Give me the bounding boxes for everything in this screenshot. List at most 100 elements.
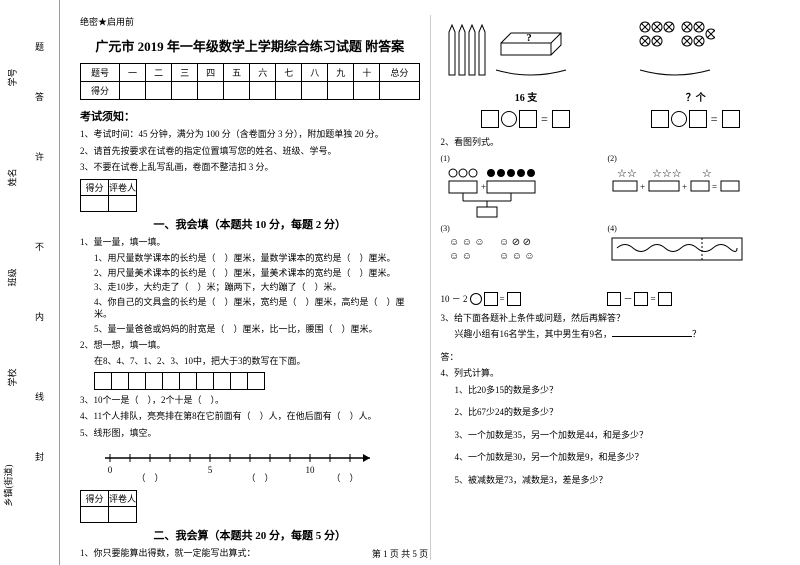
- eq-box[interactable]: [689, 110, 707, 128]
- gt1-h1: 评卷人: [109, 179, 137, 195]
- box-cell[interactable]: [213, 372, 231, 390]
- minus-sign: －: [623, 292, 632, 305]
- sv-11[interactable]: [380, 82, 419, 100]
- r-q3: 3、给下面各题补上条件或问题，然后再解答？: [441, 312, 781, 326]
- r-q4-1: 1、比20多15的数是多少？: [455, 384, 781, 397]
- page-footer: 第 1 页 共 5 页: [0, 547, 800, 560]
- sv-8[interactable]: [302, 82, 328, 100]
- p1-q1s2: 2、用尺量美术课本的长约是（ ）厘米，量美术课本的宽约是（ ）厘米。: [94, 267, 420, 280]
- binding-margin: 乡镇(街道) 学校 班级 姓名 学号 封 线 内 不 许 答 题: [0, 0, 60, 565]
- eq-box[interactable]: [519, 110, 537, 128]
- box-cell[interactable]: [145, 372, 163, 390]
- sm-box[interactable]: [484, 292, 498, 306]
- eq-op[interactable]: [671, 111, 687, 127]
- p1-q1s1: 1、用尺量数学课本的长约是（ ）厘米，量数学课本的宽约是（ ）厘米。: [94, 252, 420, 265]
- label-16: 16 支: [515, 89, 538, 104]
- gt1-v0[interactable]: [81, 195, 109, 211]
- numline-svg: 0 5 10 （ ） （ ） （ ）: [100, 448, 380, 483]
- bind-lbl-0: 乡镇(街道): [2, 465, 15, 507]
- gt2-v0[interactable]: [81, 507, 109, 523]
- bind-lbl-1: 学校: [6, 368, 19, 386]
- notice-3: 3、不要在试卷上乱写乱画，卷面不整洁扣 3 分。: [80, 161, 420, 175]
- bind-lbl-3: 姓名: [6, 168, 19, 186]
- score-value-row: 得分: [81, 82, 420, 100]
- sh-8: 八: [302, 64, 328, 82]
- sm-box[interactable]: [507, 292, 521, 306]
- eraser-fig: ?: [491, 25, 636, 83]
- sv-2[interactable]: [146, 82, 172, 100]
- box-cell[interactable]: [196, 372, 214, 390]
- bracket-icon: [491, 68, 571, 80]
- eq-box[interactable]: [552, 110, 570, 128]
- eq-op[interactable]: [501, 111, 517, 127]
- box-cell[interactable]: [94, 372, 112, 390]
- sv-4[interactable]: [198, 82, 224, 100]
- circles-icon: [635, 15, 715, 65]
- box-cell[interactable]: [128, 372, 146, 390]
- fig3-eq-text: 10 － 2: [441, 292, 468, 305]
- eraser-icon: ?: [491, 25, 571, 65]
- bind-lbl-2: 班级: [6, 268, 19, 286]
- bind-mark-0: 封: [35, 450, 44, 463]
- nl-p1: （ ）: [136, 473, 163, 483]
- svg-text:=: =: [712, 182, 717, 192]
- gt2-v1[interactable]: [109, 507, 137, 523]
- box-cell[interactable]: [162, 372, 180, 390]
- equation-row: = =: [441, 110, 781, 128]
- fig1-svg: +: [441, 163, 604, 218]
- sh-10: 十: [354, 64, 380, 82]
- svg-text:☺ ☺ ☺: ☺ ☺ ☺: [449, 237, 485, 248]
- sv-6[interactable]: [250, 82, 276, 100]
- box-cell[interactable]: [179, 372, 197, 390]
- secret-mark: 绝密★启用前: [80, 15, 420, 28]
- gt1-h0: 得分: [81, 179, 109, 195]
- fig2-label: (2): [607, 154, 616, 163]
- answer-blank[interactable]: [612, 336, 692, 337]
- eq-box[interactable]: [481, 110, 499, 128]
- svg-text:+: +: [682, 182, 687, 192]
- nl-p2: （ ）: [246, 473, 273, 483]
- sm-op[interactable]: [470, 293, 482, 305]
- bind-mark-1: 线: [35, 390, 44, 403]
- fig3-label: (3): [441, 224, 450, 233]
- svg-text:☺ ☺: ☺ ☺: [449, 251, 472, 262]
- r-q4-3: 3、一个加数是35，另一个加数是44，和是多少？: [455, 429, 781, 442]
- sv-3[interactable]: [172, 82, 198, 100]
- nl-p3: （ ）: [331, 473, 358, 483]
- nl-0: 0: [108, 465, 113, 475]
- notice-2: 2、请首先按要求在试卷的指定位置填写您的姓名、班级、学号。: [80, 145, 420, 159]
- eraser-q: ?: [526, 32, 532, 44]
- notice-1: 1、考试时间：45 分钟，满分为 100 分（含卷面分 3 分），附加题单独 2…: [80, 128, 420, 142]
- sm-box[interactable]: [658, 292, 672, 306]
- box-cell[interactable]: [247, 372, 265, 390]
- box-cell[interactable]: [230, 372, 248, 390]
- sm-box[interactable]: [607, 292, 621, 306]
- r-q3-ans: 答：: [441, 351, 781, 365]
- eq-box[interactable]: [722, 110, 740, 128]
- sv-1[interactable]: [120, 82, 146, 100]
- bind-mark-3: 不: [35, 240, 44, 253]
- fig1-label: (1): [441, 154, 450, 163]
- p1-q1s3: 3、走10步，大约走了（ ）米；蹦两下，大约蹦了（ ）米。: [94, 281, 420, 294]
- fig-1: (1) +: [441, 154, 604, 220]
- sv-10[interactable]: [354, 82, 380, 100]
- sh-11: 总分: [380, 64, 419, 82]
- label-q: ？个: [686, 89, 706, 104]
- bind-mark-6: 题: [35, 40, 44, 53]
- sv-7[interactable]: [276, 82, 302, 100]
- svg-text:☺ ⊘ ⊘: ☺ ⊘ ⊘: [499, 237, 531, 248]
- fig-2: (2) ☆☆☆☆☆☆ + + =: [607, 154, 770, 220]
- p1-q1s4: 4、你自己的文具盒的长约是（ ）厘米，宽约是（ ）厘米，高约是（ ）厘米。: [94, 296, 420, 321]
- sm-box[interactable]: [634, 292, 648, 306]
- sv-9[interactable]: [328, 82, 354, 100]
- score-table: 题号 一 二 三 四 五 六 七 八 九 十 总分 得分: [80, 63, 420, 100]
- sh-4: 四: [198, 64, 224, 82]
- eq-2: =: [651, 110, 740, 128]
- bind-mark-4: 许: [35, 150, 44, 163]
- sv-5[interactable]: [224, 82, 250, 100]
- equals-sign: =: [709, 112, 720, 127]
- gt1-v1[interactable]: [109, 195, 137, 211]
- sv-label: 得分: [81, 82, 120, 100]
- eq-box[interactable]: [651, 110, 669, 128]
- box-cell[interactable]: [111, 372, 129, 390]
